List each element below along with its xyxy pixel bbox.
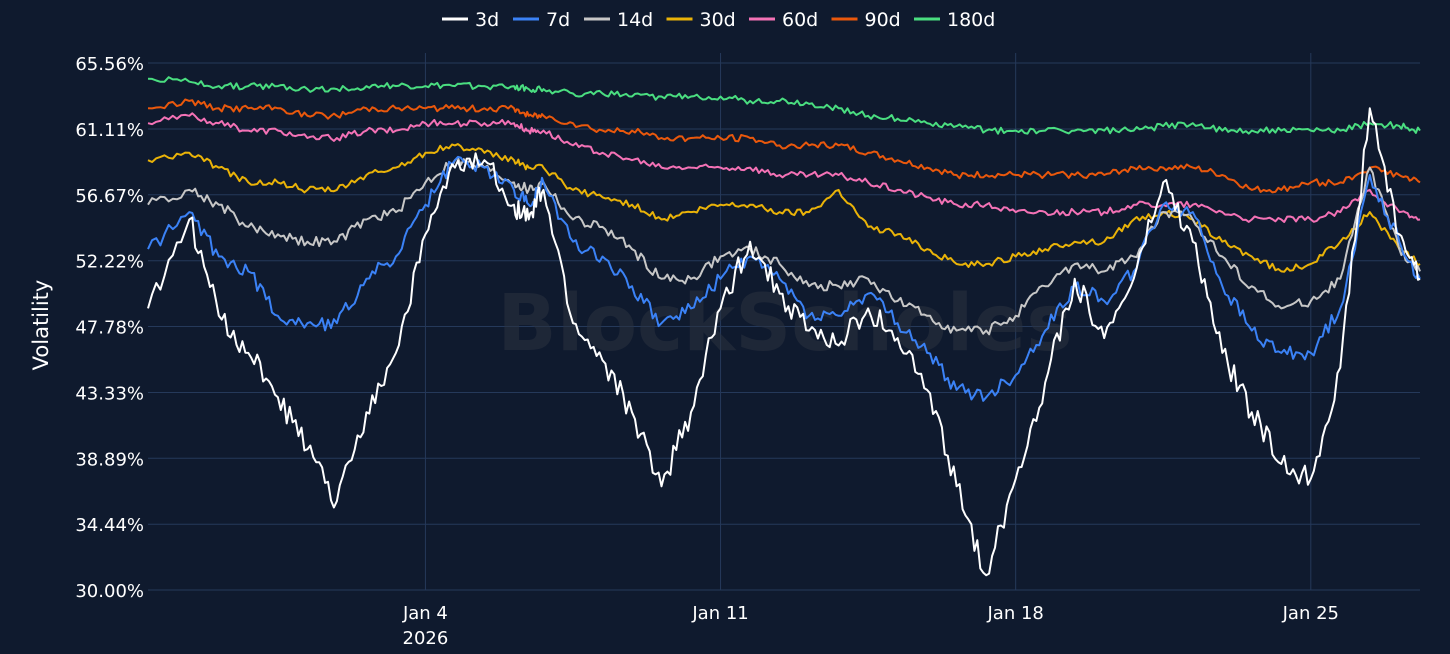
- legend-label-3d: 3d: [475, 9, 499, 31]
- series-line-90d: [147, 98, 1421, 194]
- x-tick-label: Jan 18: [986, 603, 1043, 624]
- y-tick-label: 34.44%: [75, 515, 144, 536]
- x-tick-label: Jan 4: [402, 603, 448, 624]
- y-tick-label: 30.00%: [75, 581, 144, 602]
- watermark-logo: BlockScholes: [497, 279, 1072, 369]
- legend: 3d 7d 14d 30d 60d 90d 180d: [442, 9, 995, 31]
- series-line-180d: [147, 76, 1421, 135]
- y-axis-ticks: 30.00% 34.44% 38.89% 43.33% 47.78% 52.22% 56.6…: [75, 54, 144, 602]
- x-tick-label: Jan 11: [691, 603, 748, 624]
- y-tick-label: 65.56%: [75, 54, 144, 75]
- legend-label-30d: 30d: [700, 9, 736, 31]
- x-tick-sublabel: 2026: [403, 628, 449, 649]
- y-tick-label: 47.78%: [75, 318, 144, 339]
- y-tick-label: 43.33%: [75, 383, 144, 404]
- series-layer: [147, 76, 1421, 577]
- legend-label-14d: 14d: [617, 9, 653, 31]
- series-line-60d: [147, 112, 1421, 223]
- y-tick-label: 56.67%: [75, 186, 144, 207]
- series-line-30d: [147, 143, 1421, 273]
- grid-layer: [148, 53, 1420, 591]
- series-line-3d: [147, 107, 1421, 577]
- x-axis-ticks: Jan 4 2026 Jan 11 Jan 18 Jan 25: [402, 603, 1339, 649]
- legend-label-90d: 90d: [865, 9, 901, 31]
- legend-label-180d: 180d: [947, 9, 995, 31]
- legend-label-60d: 60d: [782, 9, 818, 31]
- y-tick-label: 52.22%: [75, 252, 144, 273]
- series-line-7d: [147, 155, 1421, 402]
- y-tick-label: 61.11%: [75, 120, 144, 141]
- legend-label-7d: 7d: [546, 9, 570, 31]
- y-axis-label: Volatility: [29, 280, 53, 371]
- x-tick-label: Jan 25: [1282, 603, 1339, 624]
- series-line-14d: [147, 156, 1421, 336]
- y-tick-label: 38.89%: [75, 449, 144, 470]
